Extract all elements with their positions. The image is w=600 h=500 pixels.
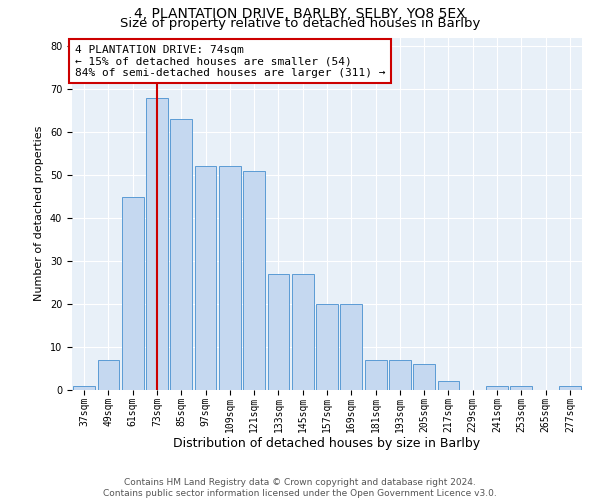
Bar	[292, 274, 314, 390]
Bar	[97, 360, 119, 390]
Bar	[268, 274, 289, 390]
Text: Size of property relative to detached houses in Barlby: Size of property relative to detached ho…	[120, 18, 480, 30]
Bar	[486, 386, 508, 390]
Bar	[73, 386, 95, 390]
Bar	[511, 386, 532, 390]
Bar	[365, 360, 386, 390]
Text: 4, PLANTATION DRIVE, BARLBY, SELBY, YO8 5EX: 4, PLANTATION DRIVE, BARLBY, SELBY, YO8 …	[134, 8, 466, 22]
Y-axis label: Number of detached properties: Number of detached properties	[34, 126, 44, 302]
Bar	[194, 166, 217, 390]
Bar	[559, 386, 581, 390]
Bar	[243, 171, 265, 390]
Bar	[413, 364, 435, 390]
X-axis label: Distribution of detached houses by size in Barlby: Distribution of detached houses by size …	[173, 437, 481, 450]
Bar	[389, 360, 411, 390]
Bar	[146, 98, 168, 390]
Bar	[316, 304, 338, 390]
Bar	[340, 304, 362, 390]
Bar	[122, 196, 143, 390]
Text: Contains HM Land Registry data © Crown copyright and database right 2024.
Contai: Contains HM Land Registry data © Crown c…	[103, 478, 497, 498]
Bar	[219, 166, 241, 390]
Text: 4 PLANTATION DRIVE: 74sqm
← 15% of detached houses are smaller (54)
84% of semi-: 4 PLANTATION DRIVE: 74sqm ← 15% of detac…	[74, 44, 385, 78]
Bar	[437, 382, 460, 390]
Bar	[170, 119, 192, 390]
